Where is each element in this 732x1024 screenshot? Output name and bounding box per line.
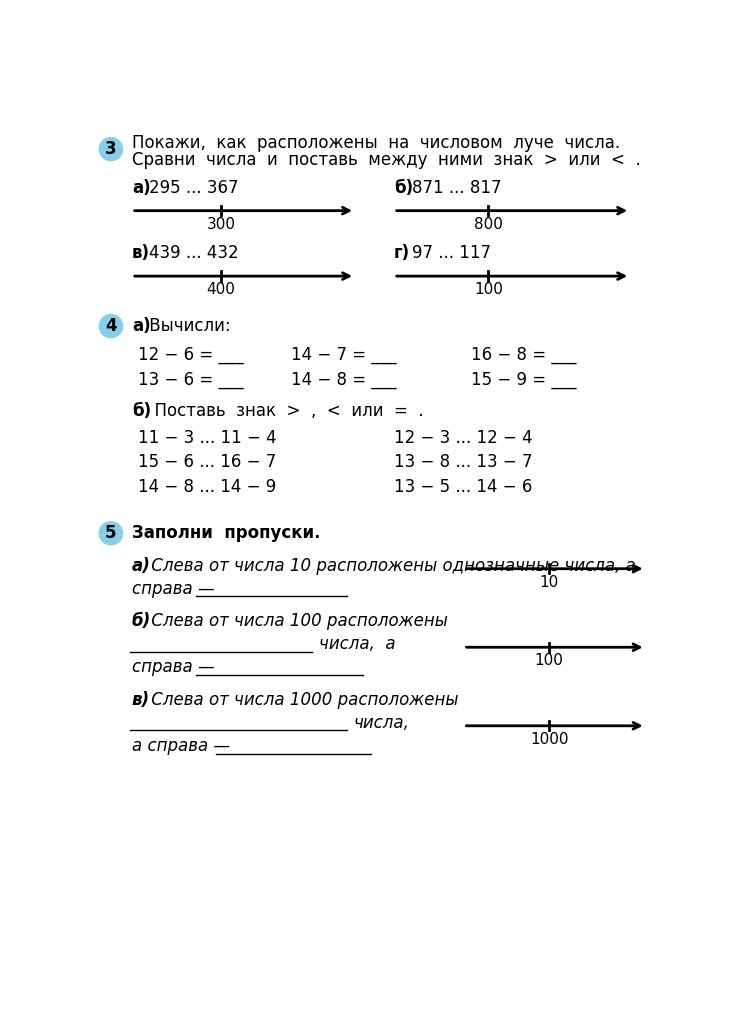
Text: в): в) xyxy=(132,244,150,262)
Text: 400: 400 xyxy=(206,283,236,297)
Text: 14 − 7 = ___: 14 − 7 = ___ xyxy=(291,346,397,365)
Text: а): а) xyxy=(132,178,150,197)
Text: Слева от числа 10 расположены однозначные числа, а: Слева от числа 10 расположены однозначны… xyxy=(146,557,635,574)
Text: 13 − 6 = ___: 13 − 6 = ___ xyxy=(138,371,244,389)
Text: Поставь  знак  >  ,  <  или  =  .: Поставь знак > , < или = . xyxy=(144,401,424,420)
Text: в): в) xyxy=(132,690,150,709)
Text: г): г) xyxy=(394,244,410,262)
Text: а справа —: а справа — xyxy=(132,737,230,755)
Text: 100: 100 xyxy=(534,653,564,669)
Text: 871 ... 817: 871 ... 817 xyxy=(411,178,501,197)
Text: 14 − 8 ... 14 − 9: 14 − 8 ... 14 − 9 xyxy=(138,478,276,496)
Text: 800: 800 xyxy=(474,217,503,231)
Text: 11 − 3 ... 11 − 4: 11 − 3 ... 11 − 4 xyxy=(138,429,277,446)
Text: 439 ... 432: 439 ... 432 xyxy=(149,244,239,262)
Text: 5: 5 xyxy=(105,524,116,543)
Text: Покажи,  как  расположены  на  числовом  луче  числа.: Покажи, как расположены на числовом луче… xyxy=(132,134,620,152)
Text: 1000: 1000 xyxy=(530,732,568,746)
Text: 15 − 9 = ___: 15 − 9 = ___ xyxy=(471,371,577,389)
Text: 12 − 3 ... 12 − 4: 12 − 3 ... 12 − 4 xyxy=(394,429,532,446)
Text: 12 − 6 = ___: 12 − 6 = ___ xyxy=(138,346,244,365)
Text: Вычисли:: Вычисли: xyxy=(144,317,231,335)
Text: справа —: справа — xyxy=(132,580,214,598)
Text: 14 − 8 = ___: 14 − 8 = ___ xyxy=(291,371,397,389)
Text: 3: 3 xyxy=(105,140,116,158)
Text: числа,  а: числа, а xyxy=(318,635,395,653)
Text: 16 − 8 = ___: 16 − 8 = ___ xyxy=(471,346,577,365)
Text: а): а) xyxy=(132,317,150,335)
Text: Слева от числа 100 расположены: Слева от числа 100 расположены xyxy=(146,612,448,630)
Text: б): б) xyxy=(394,178,413,197)
Text: Сравни  числа  и  поставь  между  ними  знак  >  или  <  .: Сравни числа и поставь между ними знак >… xyxy=(132,151,640,169)
Text: 295 ... 367: 295 ... 367 xyxy=(149,178,239,197)
Text: справа —: справа — xyxy=(132,658,214,676)
Text: 13 − 5 ... 14 − 6: 13 − 5 ... 14 − 6 xyxy=(394,478,532,496)
Circle shape xyxy=(100,137,122,161)
Text: б): б) xyxy=(132,612,151,630)
Text: б): б) xyxy=(132,401,151,420)
Text: 100: 100 xyxy=(474,283,503,297)
Text: 15 − 6 ... 16 − 7: 15 − 6 ... 16 − 7 xyxy=(138,454,276,471)
Text: 13 − 8 ... 13 − 7: 13 − 8 ... 13 − 7 xyxy=(394,454,532,471)
Text: 10: 10 xyxy=(539,574,559,590)
Text: 4: 4 xyxy=(105,317,116,335)
Text: числа,: числа, xyxy=(354,714,409,732)
Text: а): а) xyxy=(132,557,151,574)
Text: 97 ... 117: 97 ... 117 xyxy=(411,244,490,262)
Text: Заполни  пропуски.: Заполни пропуски. xyxy=(132,524,321,543)
Circle shape xyxy=(100,314,122,338)
Text: 300: 300 xyxy=(206,217,236,231)
Circle shape xyxy=(100,522,122,545)
Text: Слева от числа 1000 расположены: Слева от числа 1000 расположены xyxy=(146,690,458,709)
